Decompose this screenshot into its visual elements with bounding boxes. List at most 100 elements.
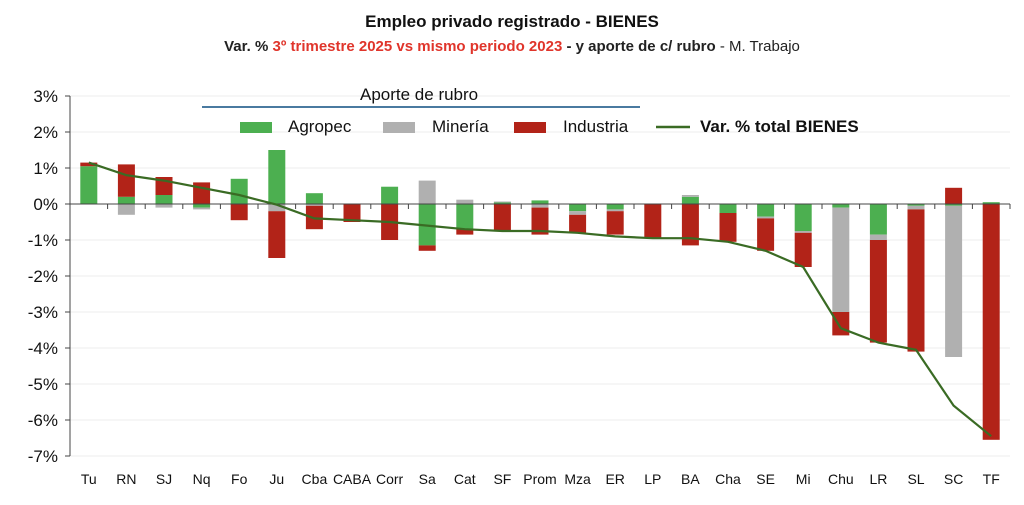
bar-industria [268,211,286,258]
legend-mineria: Minería [432,117,489,136]
x-tick-label: SF [493,471,511,487]
legend-group-title: Aporte de rubro [360,85,479,104]
bar-agropec [757,204,775,217]
bar-industria [117,164,135,197]
bar-agropec [456,204,474,230]
bar-agropec [907,204,925,206]
bar-agropec [305,193,323,204]
bar-agropec [606,204,624,210]
bar-agropec [230,178,248,204]
y-tick-label: -2% [28,267,58,286]
bar-agropec [945,204,963,206]
x-tick-label: RN [116,471,136,487]
bar-agropec [869,204,887,235]
bar-industria [681,204,699,246]
bar-agropec [493,202,511,204]
bar-minería [268,204,286,212]
bar-minería [681,195,699,197]
bar-agropec [569,204,587,212]
x-tick-label: ER [605,471,624,487]
x-tick-label: Mza [564,471,591,487]
bar-minería [757,216,775,219]
bar-industria [230,204,248,221]
bar-industria [493,204,511,231]
bar-industria [80,162,98,167]
bar-industria [569,214,587,233]
bar-minería [606,209,624,212]
y-tick-label: -5% [28,375,58,394]
bar-minería [418,180,436,204]
bar-industria [719,213,737,242]
legend-swatch-mineria [383,122,415,133]
x-tick-label: SC [944,471,963,487]
bar-minería [456,199,474,204]
x-tick-label: Mi [796,471,811,487]
x-tick-label: SL [907,471,924,487]
bar-industria [757,218,775,251]
bar-minería [493,201,511,203]
bar-industria [945,187,963,204]
legend-swatch-agropec [240,122,272,133]
y-tick-label: -1% [28,231,58,250]
x-tick-label: Cat [454,471,476,487]
bar-industria [832,312,850,336]
x-tick-label: Chu [828,471,854,487]
bar-minería [869,234,887,240]
bar-minería [531,204,549,208]
y-tick-label: -7% [28,447,58,466]
legend-total: Var. % total BIENES [700,117,859,136]
legend-swatch-industria [514,122,546,133]
y-tick-label: 0% [33,195,58,214]
bar-industria [456,229,474,235]
bar-agropec [681,196,699,204]
bar-agropec [193,204,211,208]
x-tick-label: SJ [156,471,172,487]
bar-agropec [268,150,286,204]
bar-minería [832,207,850,312]
y-tick-label: -4% [28,339,58,358]
bar-industria [982,204,1000,440]
bar-agropec [531,200,549,204]
x-tick-label: CABA [333,471,372,487]
bar-minería [193,207,211,210]
x-tick-label: Sa [419,471,436,487]
x-tick-label: Nq [193,471,211,487]
bar-minería [117,204,135,215]
bar-industria [531,207,549,235]
y-tick-label: -6% [28,411,58,430]
bar-minería [945,205,963,357]
x-tick-label: Cba [302,471,328,487]
x-tick-label: Ju [269,471,284,487]
bar-minería [907,205,925,210]
bar-agropec [117,196,135,204]
x-tick-label: Prom [523,471,556,487]
bar-agropec [155,195,173,204]
x-tick-label: TF [983,471,1000,487]
x-tick-label: LR [869,471,887,487]
bar-agropec [982,202,1000,204]
bar-minería [794,231,812,233]
x-tick-label: Fo [231,471,248,487]
bar-minería [305,204,323,206]
line-total-bienes [88,161,992,438]
legend-agropec: Agropec [288,117,352,136]
bar-agropec [719,204,737,213]
chart-title: Empleo privado registrado - BIENES [365,12,659,31]
bar-agropec [80,166,98,204]
chart-subtitle: Var. % 3º trimestre 2025 vs mismo period… [224,38,800,55]
y-tick-label: -3% [28,303,58,322]
y-tick-label: 1% [33,159,58,178]
bar-industria [869,240,887,343]
x-tick-label: SE [756,471,775,487]
bar-industria [343,204,361,222]
bar-agropec [832,204,850,208]
x-tick-label: BA [681,471,700,487]
y-tick-label: 2% [33,123,58,142]
bar-agropec [794,204,812,231]
x-tick-label: Tu [81,471,97,487]
bar-industria [644,204,662,239]
x-tick-label: Cha [715,471,741,487]
legend-industria: Industria [563,117,629,136]
